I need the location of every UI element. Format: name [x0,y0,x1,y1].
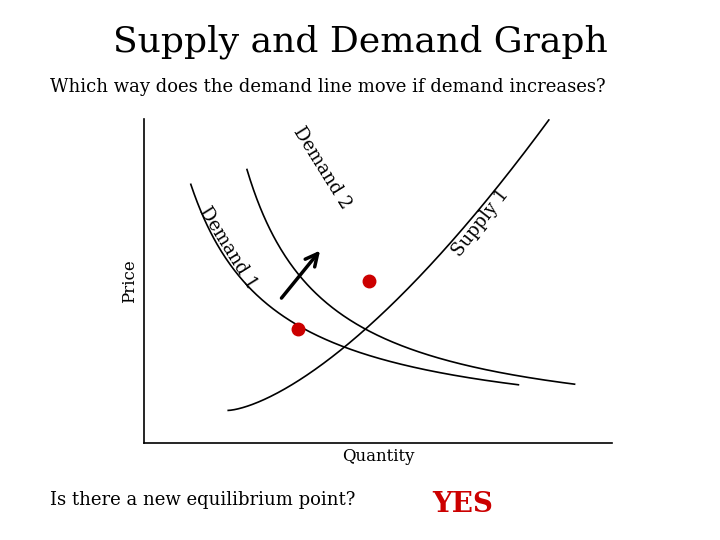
Text: Is there a new equilibrium point?: Is there a new equilibrium point? [50,491,356,509]
Text: Which way does the demand line move if demand increases?: Which way does the demand line move if d… [50,78,606,96]
Text: Demand 2: Demand 2 [289,123,354,212]
Y-axis label: Price: Price [122,259,138,303]
X-axis label: Quantity: Quantity [342,448,414,465]
Text: Demand 1: Demand 1 [196,204,261,293]
Text: Supply 1: Supply 1 [449,185,513,260]
Text: YES: YES [432,491,493,518]
Text: Supply and Demand Graph: Supply and Demand Graph [112,24,608,59]
